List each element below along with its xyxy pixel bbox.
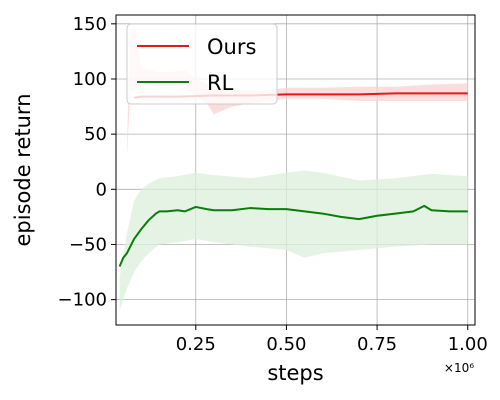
x-tick-label: 0.50 — [266, 334, 306, 355]
band-ours — [126, 23, 468, 157]
y-tick-label: 0 — [96, 179, 107, 200]
y-tick-label: 150 — [73, 14, 107, 35]
x-tick-label: 1.00 — [448, 334, 488, 355]
legend-box — [126, 23, 278, 105]
plot-frame — [115, 14, 476, 326]
series-line-rl — [118, 204, 468, 267]
legend-label-ours: Ours — [207, 35, 256, 59]
confidence-bands — [119, 23, 468, 311]
legend-label-rl: RL — [207, 71, 234, 95]
x-tick-label: 0.75 — [357, 334, 397, 355]
y-tick-label: −100 — [58, 290, 107, 311]
y-tick-label: 100 — [73, 69, 107, 90]
band-rl — [119, 170, 468, 311]
axis-ticks: 0.25 0.50 0.75 1.00 −100 −50 0 50 100 150 — [58, 14, 488, 355]
legend: Ours RL — [126, 23, 278, 105]
x-axis-label: steps — [267, 361, 323, 385]
x-tick-label: 0.25 — [176, 334, 216, 355]
y-axis-label: episode return — [11, 93, 35, 246]
y-tick-label: 50 — [84, 124, 107, 145]
x-axis-multiplier: ×10⁶ — [444, 361, 474, 375]
y-tick-label: −50 — [69, 234, 107, 255]
